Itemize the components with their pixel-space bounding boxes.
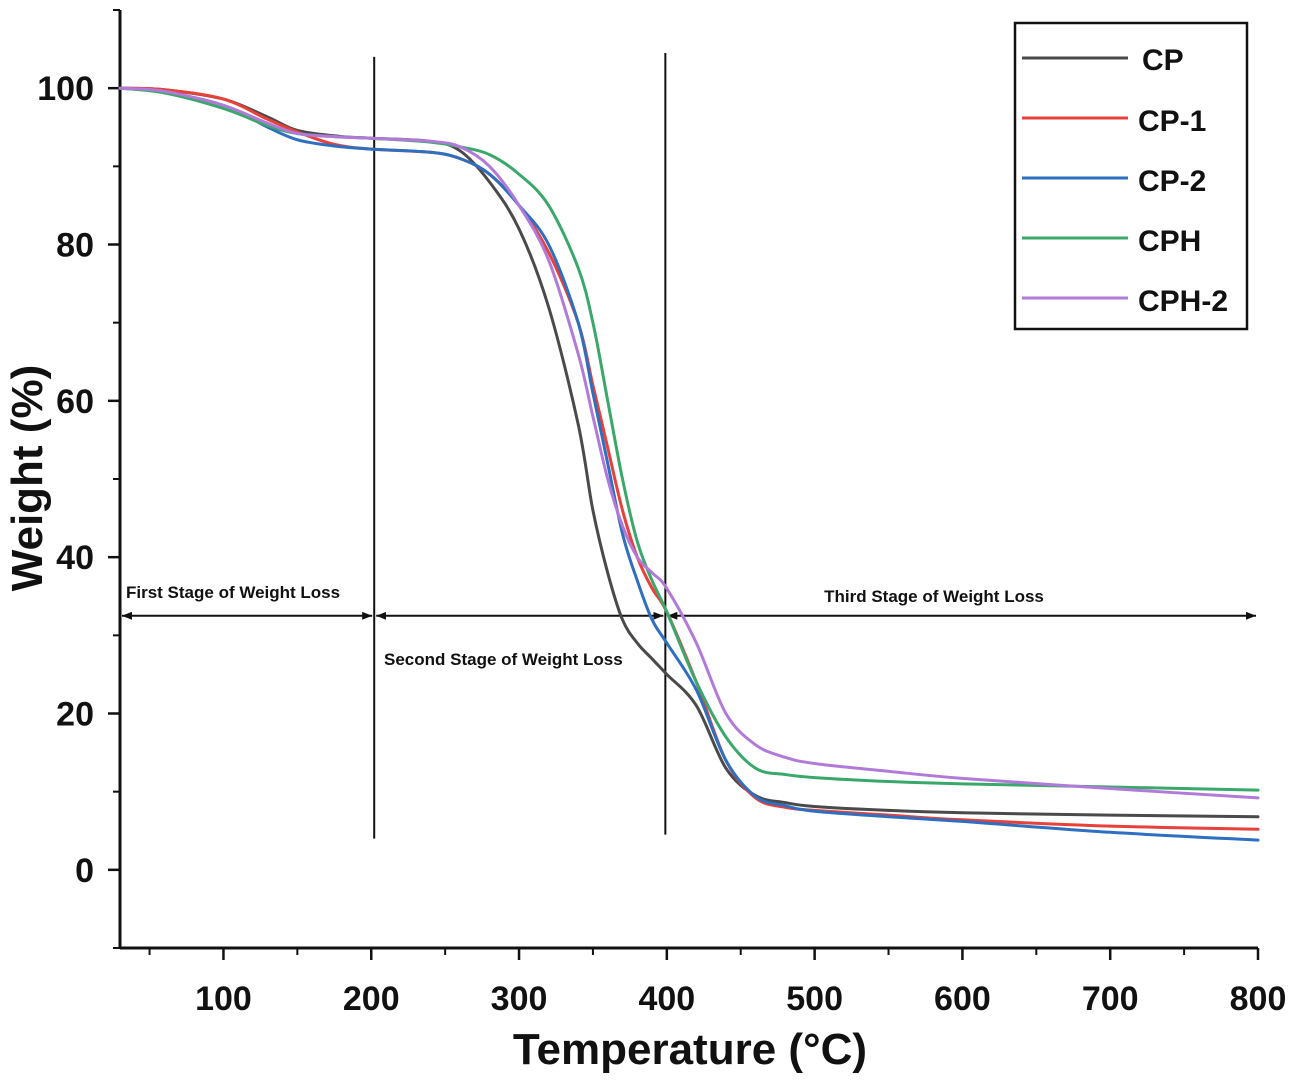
- series-line-cph-2: [118, 86, 1260, 800]
- legend-label-cp-2: CP-2: [1138, 165, 1206, 198]
- x-tick-label: 500: [786, 980, 843, 1018]
- x-tick-label: 700: [1082, 980, 1139, 1018]
- axis-ticks: 100 200 300 400 500 600 700 800 0 20 40 60 80 100: [37, 9, 1287, 1018]
- x-tick-label: 400: [638, 980, 695, 1018]
- y-tick-label: 80: [56, 227, 94, 265]
- data-series: [118, 86, 1260, 842]
- annotation-first-stage: First Stage of Weight Loss: [126, 583, 340, 602]
- series-line-cp-2: [118, 86, 1260, 842]
- x-tick-label: 600: [934, 980, 991, 1018]
- x-tick-label: 100: [195, 980, 252, 1018]
- y-tick-label: 100: [37, 70, 94, 108]
- legend-label-cp-1: CP-1: [1138, 105, 1206, 138]
- y-axis-title: Weight (%): [3, 365, 52, 592]
- legend-label-cph-2: CPH-2: [1138, 285, 1228, 318]
- x-tick-label: 200: [343, 980, 400, 1018]
- stage-markers: [122, 52, 1256, 839]
- legend-label-cp: CP: [1142, 44, 1184, 77]
- legend: CP CP-1 CP-2 CPH CPH-2: [1013, 21, 1249, 331]
- legend-box: [1013, 21, 1249, 331]
- y-tick-label: 60: [56, 383, 94, 421]
- annotation-third-stage: Third Stage of Weight Loss: [824, 587, 1044, 606]
- annotation-second-stage: Second Stage of Weight Loss: [384, 650, 623, 669]
- x-axis-title: Temperature (°C): [513, 1025, 867, 1074]
- y-tick-label: 20: [56, 696, 94, 734]
- y-tick-label: 40: [56, 539, 94, 577]
- x-tick-label: 800: [1230, 980, 1287, 1018]
- legend-label-cph: CPH: [1138, 225, 1201, 258]
- y-tick-label: 0: [75, 852, 94, 890]
- x-tick-label: 300: [491, 980, 548, 1018]
